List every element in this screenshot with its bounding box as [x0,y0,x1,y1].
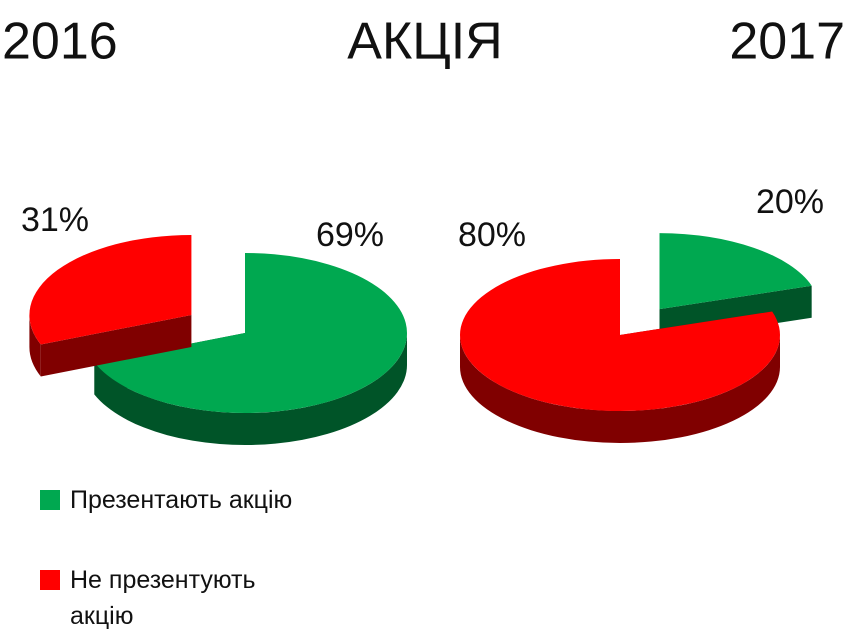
legend-label: Не презентують акцію [70,566,256,630]
pie-side [40,315,192,377]
pie-title: 2017 [729,13,845,71]
pie-slice [460,259,781,412]
pie-title: 2016 [2,13,118,71]
pie-slice [659,233,812,310]
pie-side [460,335,780,443]
data-label: 31% [21,201,89,239]
legend-swatch [40,570,60,590]
data-label: 80% [458,216,526,254]
main-title: АКЦІЯ [347,13,502,71]
pie-side [94,333,407,446]
legend-item: Не презентують акцію [40,562,310,634]
legend-swatch [40,490,60,510]
pie-side [29,315,41,377]
legend-label: Презентають акцію [70,486,293,514]
pie-slice [29,235,192,345]
pie-slice [94,253,408,414]
data-label: 69% [316,216,384,254]
data-label: 20% [756,183,824,221]
legend-item: Презентають акцію [40,482,330,518]
